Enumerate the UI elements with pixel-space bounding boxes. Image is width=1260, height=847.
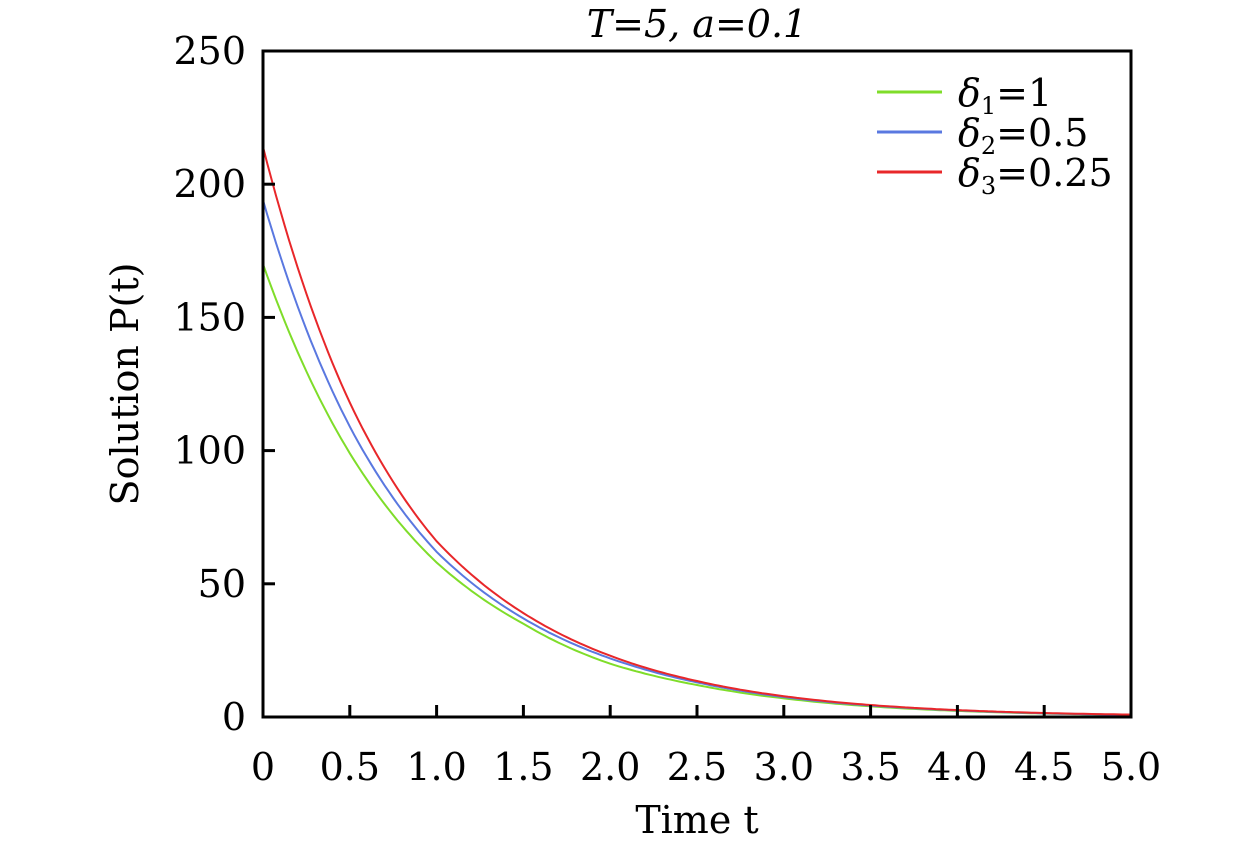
- series-line-1: [262, 263, 1132, 716]
- y-axis-label: Solution P(t): [103, 263, 147, 506]
- y-tick-label: 0: [222, 695, 246, 739]
- y-axis-ticks: 0 50 100 150 200 250: [173, 29, 275, 739]
- y-tick-label: 100: [173, 429, 246, 473]
- x-tick-label: 4.5: [1014, 745, 1074, 789]
- series-line-2: [262, 199, 1132, 716]
- x-tick-label: 2.5: [667, 745, 727, 789]
- y-tick-label: 200: [173, 162, 246, 206]
- x-tick-label: 1.5: [493, 745, 553, 789]
- y-tick-label: 250: [173, 29, 246, 73]
- legend-label-3: δ3=0.25: [958, 151, 1113, 200]
- series-line-3: [262, 146, 1132, 716]
- legend: δ1=1δ2=0.5δ3=0.25: [877, 71, 1113, 200]
- x-tick-label: 2.0: [580, 745, 640, 789]
- x-tick-label: 3.5: [840, 745, 900, 789]
- legend-label-2: δ2=0.5: [958, 111, 1088, 160]
- x-tick-label: 3.0: [754, 745, 814, 789]
- chart-title: T=5, a=0.1: [587, 2, 807, 46]
- x-tick-label: 5.0: [1101, 745, 1161, 789]
- legend-label-1: δ1=1: [958, 71, 1052, 120]
- x-tick-label: 1.0: [406, 745, 466, 789]
- x-axis-ticks: 0 0.5 1.0 1.5 2.0 2.5 3.0 3.5 4.0 4.5 5.0: [251, 705, 1161, 789]
- x-tick-label: 0: [251, 745, 275, 789]
- x-tick-label: 4.0: [927, 745, 987, 789]
- y-tick-label: 50: [198, 562, 246, 606]
- x-axis-label: Time t: [635, 798, 758, 842]
- y-tick-label: 150: [173, 295, 246, 339]
- x-tick-label: 0.5: [320, 745, 380, 789]
- plot-series: [262, 146, 1132, 716]
